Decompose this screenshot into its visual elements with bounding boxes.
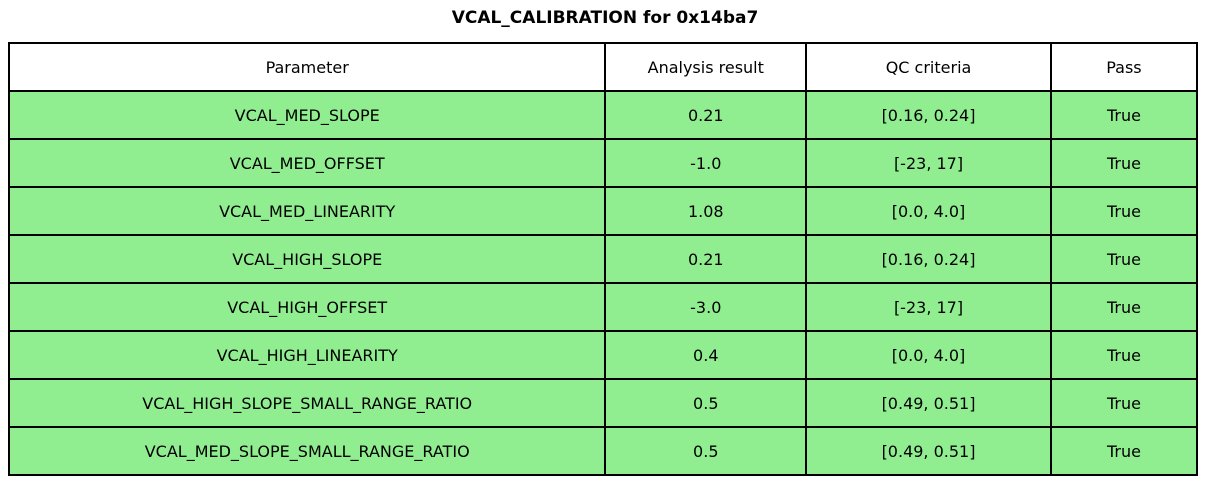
column-header-qc-criteria: QC criteria <box>805 42 1052 92</box>
table-cell-qc-criteria: [0.0, 4.0] <box>805 186 1052 236</box>
column-header-pass: Pass <box>1049 42 1199 92</box>
table-cell-qc-criteria: [0.49, 0.51] <box>805 378 1052 428</box>
table-cell-qc-criteria: [0.16, 0.24] <box>805 234 1052 284</box>
page-title: VCAL_CALIBRATION for 0x14ba7 <box>451 8 759 28</box>
qc-results-table: Parameter Analysis result QC criteria Pa… <box>7 42 1199 476</box>
table-cell-pass: True <box>1049 378 1199 428</box>
table-cell-qc-criteria: [-23, 17] <box>805 138 1052 188</box>
table-cell-analysis-result: -3.0 <box>604 282 808 332</box>
column-header-parameter: Parameter <box>7 42 607 92</box>
table-row: VCAL_MED_SLOPE_SMALL_RANGE_RATIO 0.5 [0.49… <box>7 426 1199 476</box>
table-row: VCAL_HIGH_SLOPE_SMALL_RANGE_RATIO 0.5 [0.4… <box>7 378 1199 428</box>
table-cell-parameter: VCAL_MED_SLOPE_SMALL_RANGE_RATIO <box>7 426 607 476</box>
table-cell-analysis-result: 0.21 <box>604 90 808 140</box>
table-cell-analysis-result: 0.4 <box>604 330 808 380</box>
table-cell-qc-criteria: [0.0, 4.0] <box>805 330 1052 380</box>
table-cell-pass: True <box>1049 426 1199 476</box>
table-row: VCAL_MED_SLOPE 0.21 [0.16, 0.24] True <box>7 90 1199 140</box>
table-cell-analysis-result: -1.0 <box>604 138 808 188</box>
table-cell-parameter: VCAL_HIGH_OFFSET <box>7 282 607 332</box>
table-cell-qc-criteria: [-23, 17] <box>805 282 1052 332</box>
table-cell-parameter: VCAL_MED_OFFSET <box>7 138 607 188</box>
table-cell-analysis-result: 1.08 <box>604 186 808 236</box>
column-header-analysis-result: Analysis result <box>604 42 808 92</box>
table-cell-pass: True <box>1049 138 1199 188</box>
table-row: VCAL_HIGH_SLOPE 0.21 [0.16, 0.24] True <box>7 234 1199 284</box>
table-row: VCAL_HIGH_OFFSET -3.0 [-23, 17] True <box>7 282 1199 332</box>
table-row: VCAL_HIGH_LINEARITY 0.4 [0.0, 4.0] True <box>7 330 1199 380</box>
table-cell-parameter: VCAL_MED_LINEARITY <box>7 186 607 236</box>
table-header-row: Parameter Analysis result QC criteria Pa… <box>7 42 1199 92</box>
table-row: VCAL_MED_OFFSET -1.0 [-23, 17] True <box>7 138 1199 188</box>
table-cell-pass: True <box>1049 186 1199 236</box>
table-cell-qc-criteria: [0.49, 0.51] <box>805 426 1052 476</box>
table-cell-pass: True <box>1049 330 1199 380</box>
table-row: VCAL_MED_LINEARITY 1.08 [0.0, 4.0] True <box>7 186 1199 236</box>
table-cell-parameter: VCAL_HIGH_SLOPE_SMALL_RANGE_RATIO <box>7 378 607 428</box>
table-cell-pass: True <box>1049 90 1199 140</box>
table-cell-pass: True <box>1049 234 1199 284</box>
table-cell-analysis-result: 0.21 <box>604 234 808 284</box>
table-cell-qc-criteria: [0.16, 0.24] <box>805 90 1052 140</box>
table-cell-parameter: VCAL_HIGH_LINEARITY <box>7 330 607 380</box>
qc-table-body: VCAL_MED_SLOPE 0.21 [0.16, 0.24] True VCAL_M… <box>7 90 1199 476</box>
table-cell-analysis-result: 0.5 <box>604 378 808 428</box>
table-cell-parameter: VCAL_HIGH_SLOPE <box>7 234 607 284</box>
table-cell-parameter: VCAL_MED_SLOPE <box>7 90 607 140</box>
table-cell-analysis-result: 0.5 <box>604 426 808 476</box>
table-cell-pass: True <box>1049 282 1199 332</box>
